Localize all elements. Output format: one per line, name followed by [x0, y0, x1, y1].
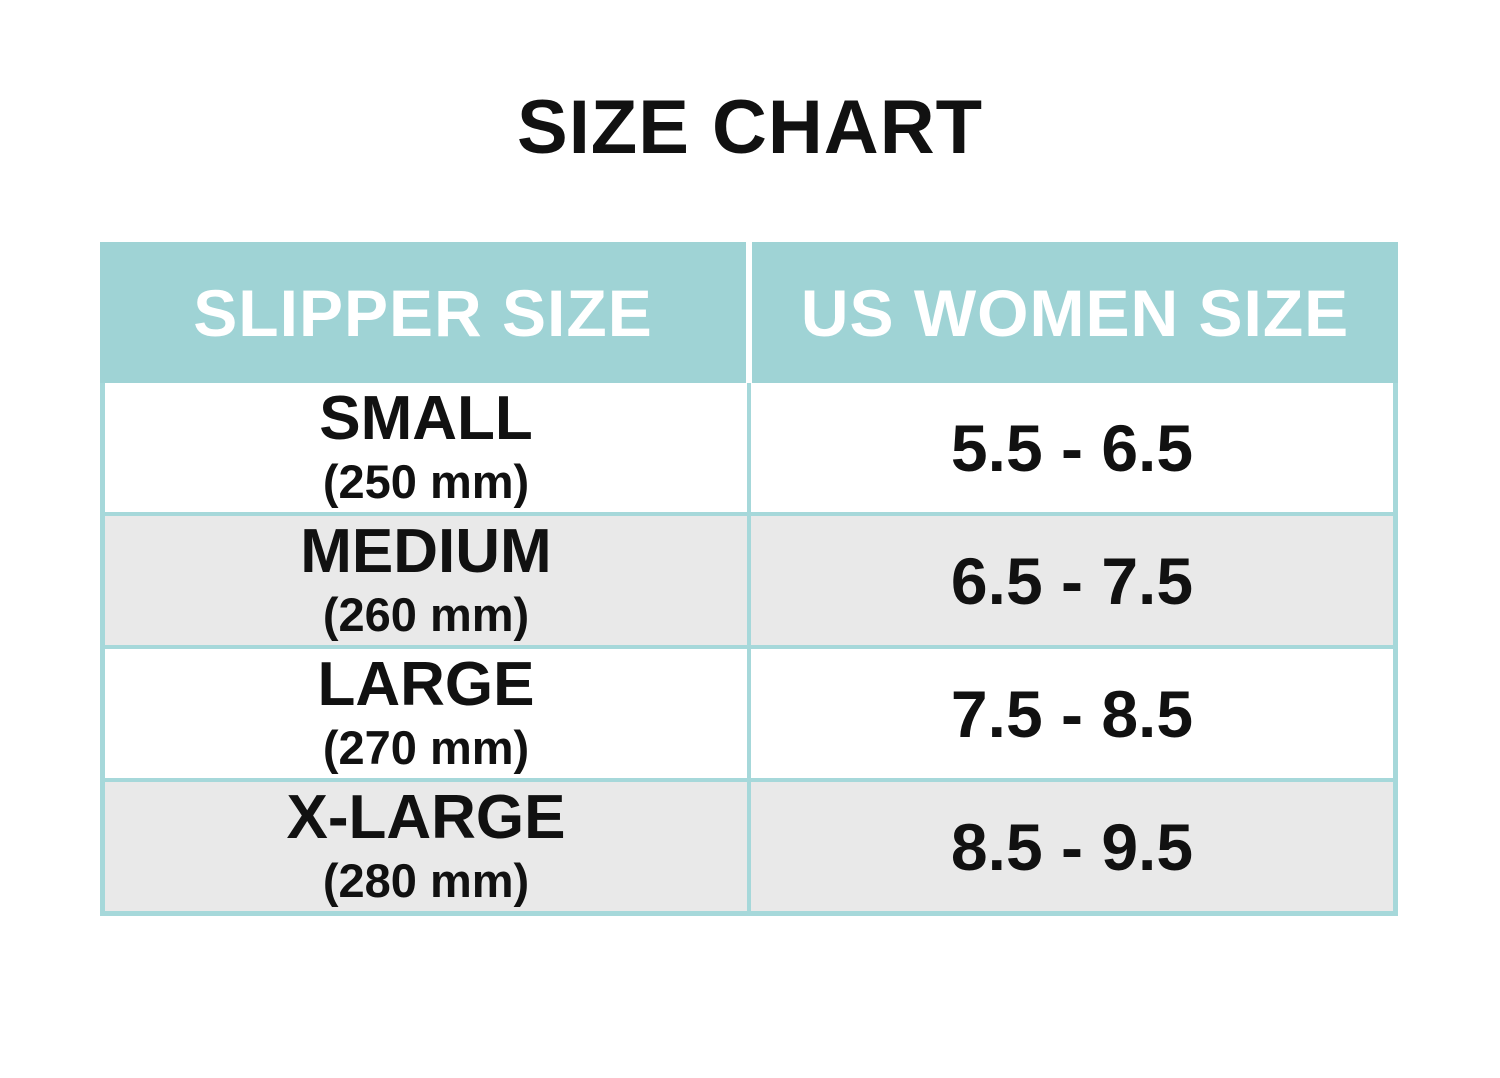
table-row-medium: MEDIUM (260 mm) 6.5 - 7.5	[105, 516, 1393, 645]
table-body: SMALL (250 mm) 5.5 - 6.5 MEDIUM (260 mm)…	[100, 383, 1398, 916]
size-name: X-LARGE	[286, 783, 566, 852]
size-name: LARGE	[317, 650, 535, 719]
page-title: SIZE CHART	[517, 85, 983, 170]
size-mm: (260 mm)	[322, 588, 530, 641]
table-row-small: SMALL (250 mm) 5.5 - 6.5	[105, 383, 1393, 512]
cell-slipper-size: LARGE (270 mm)	[105, 649, 747, 778]
cell-slipper-size: X-LARGE (280 mm)	[105, 782, 747, 911]
column-header-us-women-size: US WOMEN SIZE	[752, 242, 1398, 383]
size-chart-table: SLIPPER SIZE US WOMEN SIZE SMALL (250 mm…	[100, 242, 1398, 916]
size-mm: (270 mm)	[322, 721, 530, 774]
size-mm: (280 mm)	[322, 854, 530, 907]
table-header-row: SLIPPER SIZE US WOMEN SIZE	[100, 242, 1398, 383]
cell-us-women-size: 5.5 - 6.5	[751, 383, 1393, 512]
cell-slipper-size: SMALL (250 mm)	[105, 383, 747, 512]
size-mm: (250 mm)	[322, 455, 530, 508]
size-name: MEDIUM	[300, 517, 552, 586]
column-header-slipper-size: SLIPPER SIZE	[100, 242, 746, 383]
cell-us-women-size: 8.5 - 9.5	[751, 782, 1393, 911]
cell-us-women-size: 7.5 - 8.5	[751, 649, 1393, 778]
size-name: SMALL	[319, 384, 533, 453]
cell-slipper-size: MEDIUM (260 mm)	[105, 516, 747, 645]
cell-us-women-size: 6.5 - 7.5	[751, 516, 1393, 645]
table-row-large: LARGE (270 mm) 7.5 - 8.5	[105, 649, 1393, 778]
table-row-x-large: X-LARGE (280 mm) 8.5 - 9.5	[105, 782, 1393, 911]
